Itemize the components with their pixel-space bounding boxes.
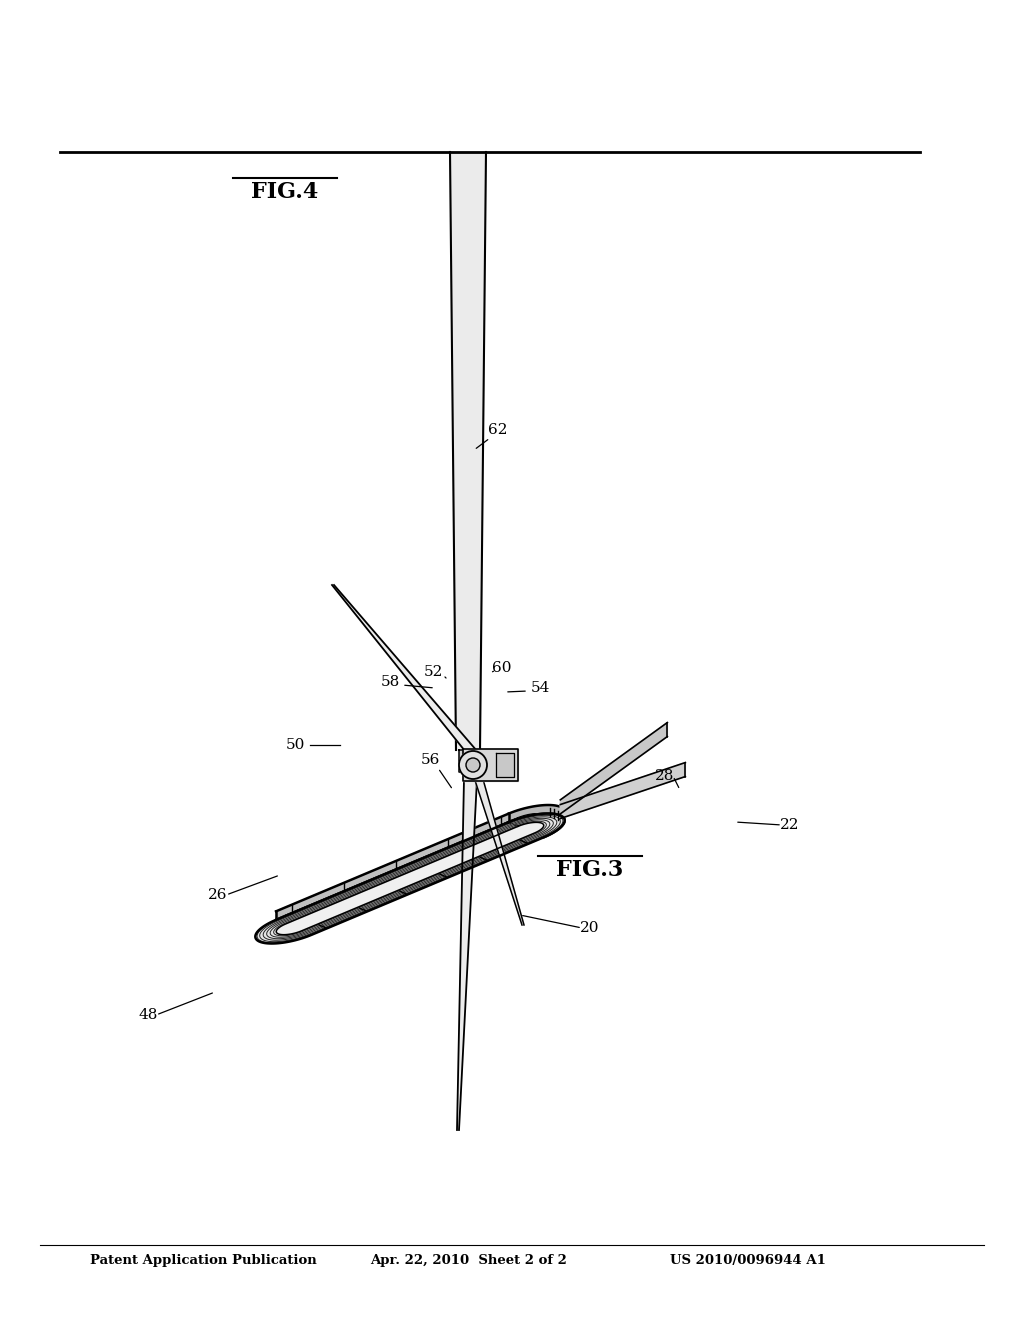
Text: 52: 52 [423,665,442,678]
Polygon shape [470,766,524,925]
Text: 60: 60 [493,661,512,675]
Polygon shape [560,722,668,814]
Text: 22: 22 [780,818,800,832]
Text: 54: 54 [530,681,550,696]
Polygon shape [496,752,514,777]
Text: 26: 26 [208,888,227,902]
Text: 50: 50 [286,738,305,752]
Polygon shape [332,585,477,751]
Text: FIG.4: FIG.4 [251,181,318,203]
Polygon shape [276,813,509,920]
Text: US 2010/0096944 A1: US 2010/0096944 A1 [670,1254,826,1267]
Polygon shape [286,818,518,924]
Text: 20: 20 [581,921,600,935]
Polygon shape [509,805,564,837]
Text: FIG.3: FIG.3 [556,859,624,880]
Polygon shape [450,152,486,750]
Text: 48: 48 [138,1008,158,1022]
Polygon shape [276,822,544,935]
Polygon shape [463,748,518,781]
Polygon shape [457,779,477,1130]
Polygon shape [459,750,487,772]
Text: 56: 56 [420,752,439,767]
Text: Patent Application Publication: Patent Application Publication [90,1254,316,1267]
Text: Apr. 22, 2010  Sheet 2 of 2: Apr. 22, 2010 Sheet 2 of 2 [370,1254,567,1267]
Text: 28: 28 [655,770,675,783]
Polygon shape [518,814,544,833]
Text: 58: 58 [380,675,399,689]
Polygon shape [560,763,685,818]
Circle shape [459,751,487,779]
Circle shape [466,758,480,772]
Text: 62: 62 [488,422,508,437]
Polygon shape [255,813,564,944]
